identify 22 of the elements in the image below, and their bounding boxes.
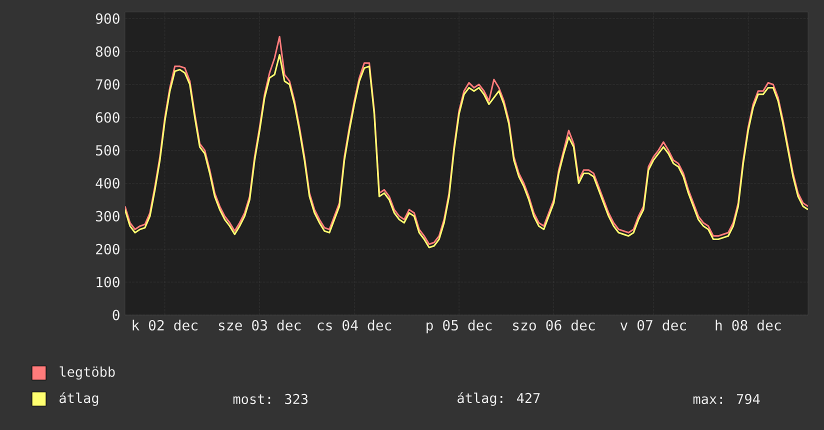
y-tick-label: 0	[112, 310, 120, 320]
y-tick-label: 800	[96, 46, 120, 57]
legend-label: átlag	[60, 392, 98, 406]
x-tick-label: szo 06 dec	[513, 320, 595, 331]
y-tick-label: 600	[96, 112, 120, 123]
y-tick-label: 100	[96, 276, 120, 288]
x-tick-label: p 05 dec	[426, 320, 492, 334]
y-tick-label: 900	[96, 13, 120, 24]
y-tick-label: 200	[96, 244, 120, 254]
x-tick-label: cs 04 dec	[318, 320, 392, 331]
x-tick-label: h 08 dec	[716, 320, 781, 331]
y-tick-label: 400	[96, 178, 120, 189]
legend-label: legtöbb	[60, 366, 115, 380]
y-tick-label: 700	[96, 79, 120, 90]
text: átlag: 427	[458, 392, 540, 406]
y-tick-label: 500	[96, 145, 120, 156]
x-tick-label: sze 03 dec	[218, 320, 301, 331]
text: most: 323	[233, 394, 308, 404]
x-tick-label: v 07 dec	[620, 320, 686, 331]
text: max: 794	[693, 394, 760, 404]
x-tick-label: k 02 dec	[132, 320, 198, 331]
y-tick-label: 300	[96, 210, 120, 222]
